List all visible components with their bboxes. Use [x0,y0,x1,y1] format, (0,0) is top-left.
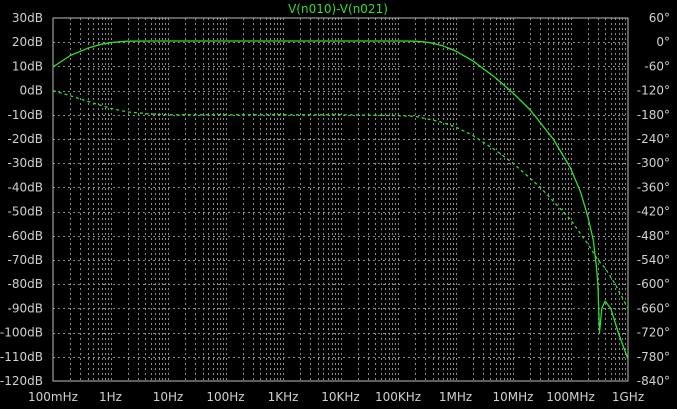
x-tick-label: 1MHz [439,390,472,404]
y-right-tick-label: -840° [637,374,670,388]
y-left-tick-label: -30dB [8,156,43,170]
y-right-tick-label: -60° [644,59,670,73]
plot-frame [52,17,629,382]
axis-labels: 100mHz 1Hz 10Hz 100Hz 1KHz 10KHz 100KHz 1MHz 10M… [0,11,670,404]
x-tick-label: 1KHz [268,390,299,404]
y-left-tick-label: -40dB [8,180,43,194]
x-tick-label: 10Hz [153,390,184,404]
x-tick-label: 1Hz [99,390,122,404]
y-right-tick-label: -540° [637,253,670,267]
y-left-tick-label: 0dB [20,84,43,98]
x-tick-label: 100Hz [206,390,244,404]
y-left-tick-label: 20dB [12,35,43,49]
y-left-tick-label: -110dB [0,350,43,364]
phase-series-line [52,89,629,309]
y-right-tick-label: -300° [637,156,670,170]
y-right-tick-label: -600° [637,277,670,291]
grid [53,18,628,381]
series-layer [52,40,629,360]
y-left-tick-label: -50dB [8,205,43,219]
y-right-tick-label: -360° [637,180,670,194]
y-left-tick-label: -20dB [8,132,43,146]
y-left-tick-label: -90dB [8,301,43,315]
chart-title: V(n010)-V(n021) [288,2,388,16]
x-tick-label: 1GHz [612,390,644,404]
x-tick-label: 100mHz [28,390,78,404]
y-left-tick-label: -100dB [0,326,43,340]
y-left-tick-label: 10dB [12,59,43,73]
y-left-tick-label: -80dB [8,277,43,291]
x-tick-label: 10KHz [321,390,359,404]
y-right-tick-label: -420° [637,205,670,219]
y-left-tick-label: -10dB [8,108,43,122]
x-tick-label: 100MHz [546,390,595,404]
y-right-tick-label: 0° [656,35,670,49]
y-right-tick-label: 60° [649,11,670,25]
y-right-tick-label: -480° [637,229,670,243]
y-right-tick-label: -120° [637,84,670,98]
y-right-tick-label: -180° [637,108,670,122]
y-right-tick-label: -780° [637,350,670,364]
y-left-tick-label: -120dB [0,374,43,388]
y-left-tick-label: 30dB [12,11,43,25]
y-left-tick-label: -60dB [8,229,43,243]
magnitude-series-line [52,40,629,360]
y-right-tick-label: -660° [637,301,670,315]
y-right-tick-label: -720° [637,326,670,340]
x-tick-label: 100KHz [375,390,421,404]
y-left-tick-label: -70dB [8,253,43,267]
x-tick-label: 10MHz [493,390,534,404]
y-right-tick-label: -240° [637,132,670,146]
